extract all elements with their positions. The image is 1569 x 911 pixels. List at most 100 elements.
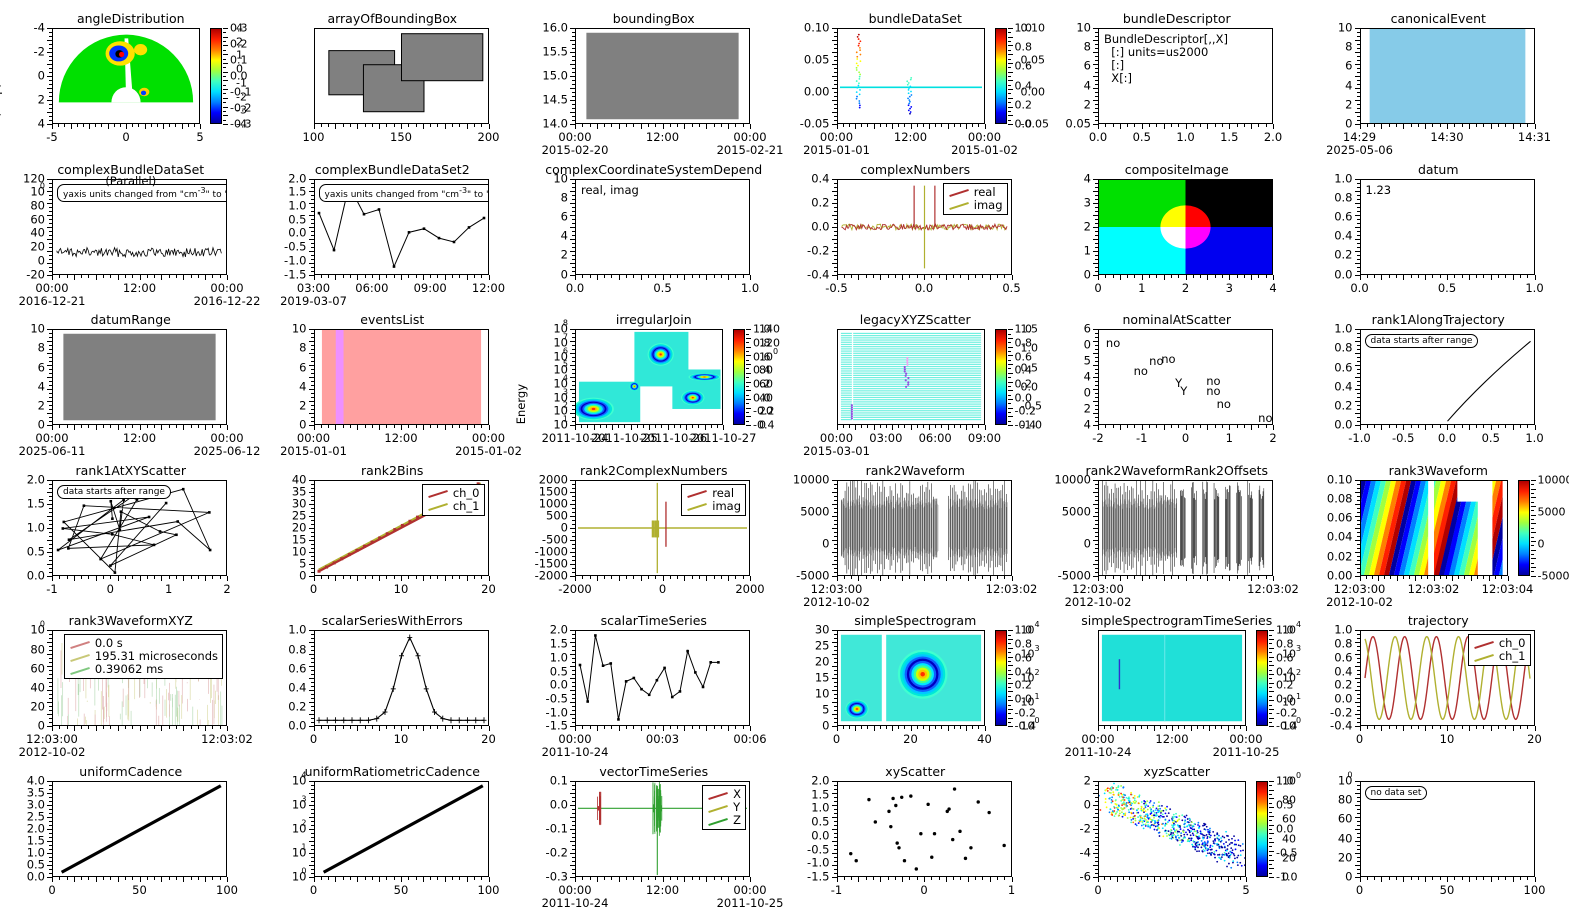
plot-area[interactable] — [575, 28, 750, 124]
x-tick-label: 5 — [196, 132, 203, 144]
plot-area[interactable] — [837, 781, 1012, 877]
scatter-point-label: no — [1206, 385, 1220, 398]
y-tick-label: 0.6 — [288, 663, 306, 675]
plot-area[interactable] — [1360, 28, 1535, 124]
x-tick-marks — [52, 576, 227, 581]
y-tick-label: 0.0 — [1334, 693, 1352, 705]
legend-label: imag — [712, 500, 741, 513]
y-tick-label: 3 — [1084, 197, 1091, 209]
y-tick-label: 0 — [1084, 339, 1091, 351]
legend-swatch — [69, 639, 91, 648]
y-tick-label: 0.0 — [1334, 419, 1352, 431]
plot-area[interactable] — [1098, 179, 1273, 275]
y-tick-label: 14.5 — [542, 94, 568, 106]
y-tick-label: 16.0 — [542, 22, 568, 34]
x-tick-label: 03:00 — [869, 433, 902, 445]
plot-area[interactable]: BundleDescriptor[,,X] [:] units=us2000 [… — [1098, 28, 1273, 124]
y-tick-label: -1.0 — [284, 255, 306, 267]
plot-area[interactable] — [837, 480, 1012, 576]
y-tick-marks — [570, 480, 575, 576]
x-tick-marks — [314, 275, 489, 280]
legend-swatch — [686, 502, 708, 511]
x-tick-label: 0 — [310, 885, 317, 897]
x-tick-label: 4 — [1269, 283, 1276, 295]
plot-area[interactable]: yaxis units changed from "cm-3" to "s" — [52, 179, 227, 275]
plot-area[interactable] — [837, 28, 985, 124]
x-tick-label: 12:00 — [472, 283, 505, 295]
colorbar-tick-marks — [1008, 28, 1014, 124]
plot-area[interactable]: no data set — [1360, 781, 1535, 877]
y-tick-label: 0 — [1084, 269, 1091, 281]
plot-area[interactable] — [314, 329, 489, 425]
x-tick-marks — [52, 877, 227, 882]
colorbar — [995, 28, 1007, 124]
y-tick-marks — [1355, 480, 1360, 576]
x-tick-label: 100 — [216, 885, 238, 897]
plot-area[interactable] — [1098, 781, 1246, 877]
plot-area[interactable] — [1098, 630, 1246, 726]
plot-area[interactable] — [314, 28, 489, 124]
y-tick-label: 4 — [1084, 173, 1091, 185]
plot-area[interactable] — [1098, 480, 1273, 576]
plot-area[interactable] — [1360, 480, 1508, 576]
plot-area[interactable]: real, imag — [575, 179, 750, 275]
x-tick-label: 12:03:02 — [1408, 584, 1460, 596]
scatter-point-label: no — [1134, 365, 1148, 378]
plot-area[interactable] — [837, 329, 985, 425]
colorbar-tick-label-secondary: -2 — [236, 91, 247, 102]
plot-area[interactable] — [575, 329, 723, 425]
plot-graphic — [1099, 631, 1245, 725]
plot-area[interactable]: data starts after range — [1360, 329, 1535, 425]
x-tick-marks — [1360, 425, 1535, 430]
x-tick-label: 2.0 — [1264, 132, 1282, 144]
plot-area[interactable] — [52, 329, 227, 425]
plot-area[interactable]: 1.23 — [1360, 179, 1535, 275]
plot-area[interactable] — [314, 781, 489, 877]
y-tick-label: 40 — [1338, 833, 1353, 845]
plot-area[interactable]: yaxis units changed from "cm-3" to "kg" — [314, 179, 489, 275]
plot-area[interactable] — [52, 781, 227, 877]
colorbar — [1518, 480, 1530, 576]
x-tick-label: 12:03:00 — [811, 584, 863, 596]
x-tick-label: 00:00 — [472, 433, 505, 445]
plot-area[interactable] — [314, 630, 489, 726]
plot-area[interactable]: data starts after range — [52, 480, 227, 576]
x-tick-label: 00:00 — [35, 283, 68, 295]
x-tick-marks — [314, 576, 489, 581]
y-tick-label: -4 — [34, 22, 45, 34]
x-tick-label: 100 — [303, 132, 325, 144]
plot-area[interactable] — [52, 28, 200, 124]
y-tick-label: 20 — [815, 657, 830, 669]
plot-area[interactable] — [575, 630, 750, 726]
y-tick-marks — [1093, 179, 1098, 275]
y-tick-marks — [47, 28, 52, 124]
y-tick-label: -2 — [1080, 823, 1091, 835]
plot-area[interactable] — [837, 630, 985, 726]
x-tick-label: -0.5 — [825, 283, 847, 295]
x-tick-label: 12:00 — [1155, 734, 1188, 746]
x-tick-label: 00:00 — [820, 433, 853, 445]
